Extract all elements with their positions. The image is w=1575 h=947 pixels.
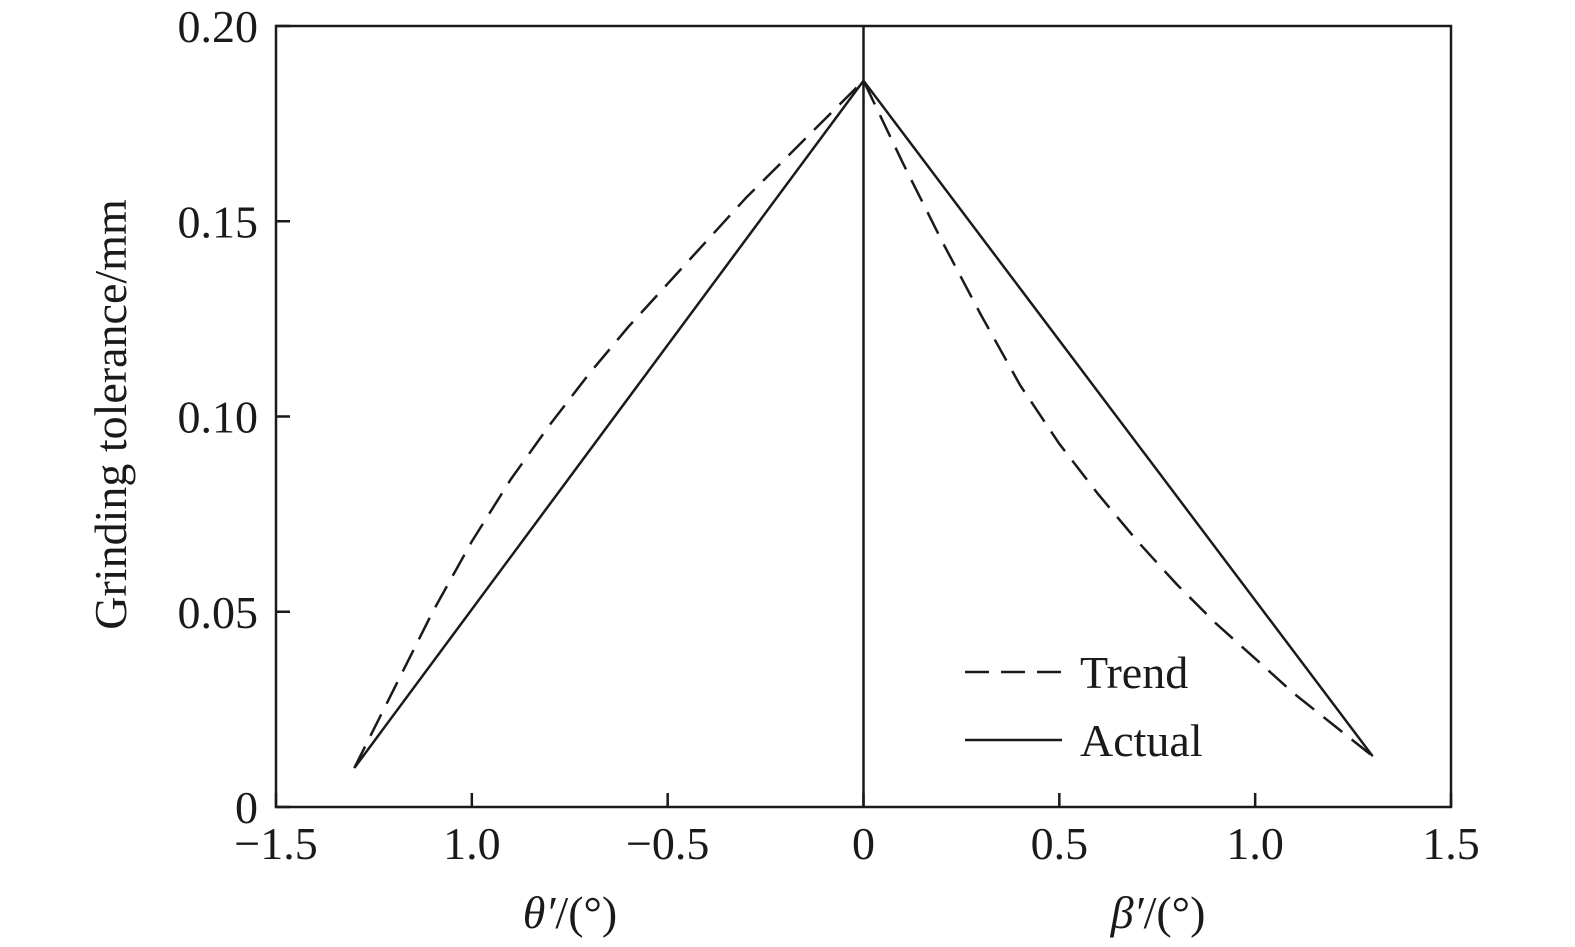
y-tick-label: 0.15 [178,196,259,247]
y-tick-label: 0.05 [178,587,259,638]
x-tick-label: −1.5 [234,818,317,869]
x-axis-label-right-symbol: β′ [1110,887,1145,938]
legend: Trend Actual [965,647,1203,766]
x-axis-label-left-symbol: θ′ [523,887,557,938]
x-tick-label: 0.5 [1031,818,1089,869]
x-tick-label: 1.0 [443,818,501,869]
x-axis-label-left: θ′/(°) [523,887,617,938]
y-tick-label: 0.20 [178,1,259,52]
series-line-trend [353,79,1374,769]
x-axis-label-right-unit: /(°) [1144,887,1206,938]
x-tick-label: −0.5 [626,818,709,869]
legend-label-actual: Actual [1080,715,1203,766]
ticks-layer: −1.5 1.0 −0.5 0 0.5 1.0 1.5 0 0.05 0.10 0.15 0.20 [178,1,1480,869]
x-tick-label: 1.0 [1226,818,1284,869]
x-axis-label-right: β′/(°) [1110,887,1206,938]
y-tick-label: 0 [235,782,258,833]
legend-label-trend: Trend [1080,647,1188,698]
y-tick-label: 0.10 [178,392,259,443]
x-axis-label-left-unit: /(°) [555,887,617,938]
x-tick-label: 0 [852,818,875,869]
x-tick-label: 1.5 [1422,818,1480,869]
y-axis-label: Grinding tolerance/mm [85,199,136,630]
